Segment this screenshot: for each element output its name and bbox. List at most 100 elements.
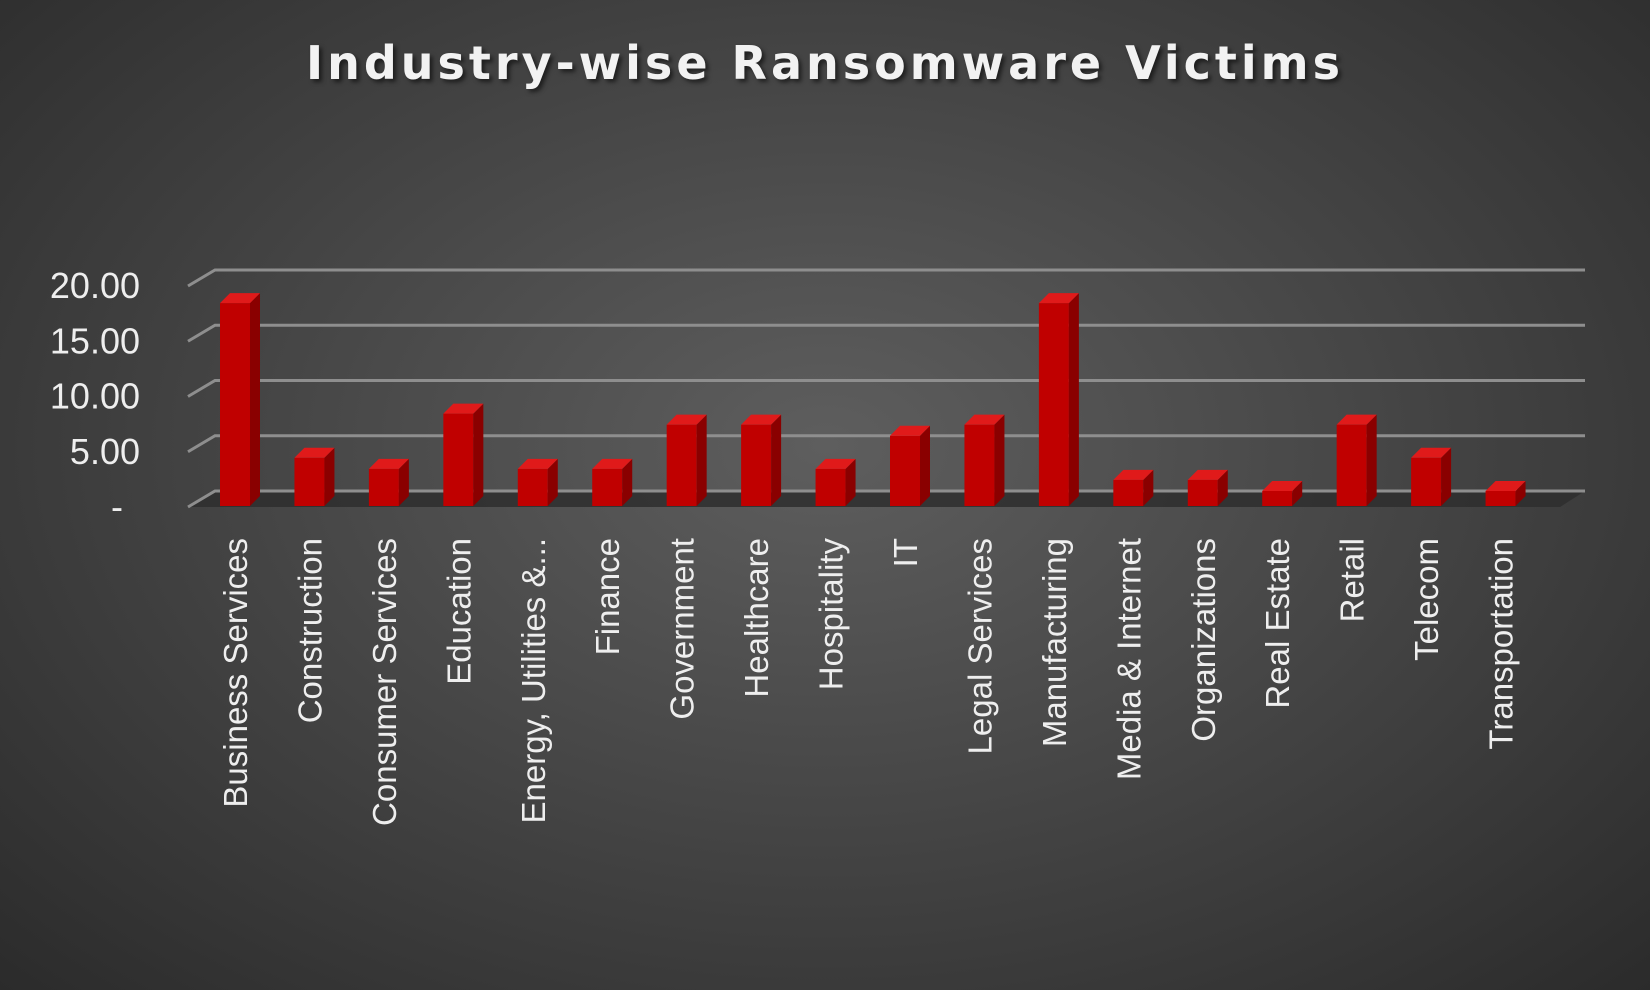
bar-front	[294, 457, 325, 506]
bar-front	[368, 468, 399, 506]
y-axis: - 5.00 10.00 15.00 20.00	[50, 265, 140, 527]
bar-side	[473, 403, 484, 506]
y-tick-label: 5.00	[70, 431, 140, 472]
bar-top	[1187, 469, 1228, 480]
bar-front	[666, 424, 697, 506]
bar-front	[592, 468, 623, 506]
bar-side	[1217, 469, 1228, 506]
bar	[964, 414, 1005, 506]
bar-side	[920, 425, 930, 506]
bar-side	[1068, 293, 1079, 506]
x-tick-label: Government	[664, 538, 701, 720]
x-tick-label: Finance	[589, 538, 626, 655]
x-tick-label: Manufacturing	[1036, 538, 1073, 747]
bar-side	[1143, 469, 1154, 506]
bar-side	[622, 458, 633, 506]
bar-side	[324, 447, 335, 506]
bars	[220, 293, 1526, 506]
bar-side	[250, 293, 260, 506]
x-tick-label: Healthcare	[738, 538, 775, 698]
bar	[294, 447, 335, 506]
bar-top	[741, 414, 782, 425]
bar	[666, 414, 707, 506]
bar-top	[294, 447, 335, 458]
x-tick-label: Education	[440, 538, 477, 685]
bar-top	[1411, 447, 1452, 458]
bar-side	[1441, 447, 1452, 506]
bar-top	[443, 403, 484, 414]
bar-front	[964, 424, 995, 506]
bar-top	[592, 458, 633, 469]
y-tick-label: 20.00	[50, 265, 140, 306]
x-tick-label: Business Services	[217, 538, 254, 808]
bar-front	[443, 413, 474, 506]
bar-top	[1262, 480, 1303, 491]
bar-front	[741, 424, 772, 506]
x-tick-label: Organizations	[1185, 538, 1222, 742]
bar-front	[220, 303, 250, 506]
bar-front	[1336, 424, 1367, 506]
bar-front	[517, 468, 548, 506]
gridline	[187, 323, 1585, 343]
bar	[890, 425, 930, 506]
bar	[1262, 480, 1303, 506]
bar	[592, 458, 633, 506]
y-tick-label: 10.00	[50, 376, 140, 417]
bar-front	[1485, 490, 1516, 506]
bar-top	[890, 425, 930, 436]
bar-side	[1292, 480, 1303, 506]
x-tick-label: Retail	[1334, 538, 1371, 622]
bar-front	[1262, 490, 1293, 506]
bar-top	[368, 458, 409, 469]
x-tick-label: Consumer Services	[366, 538, 403, 826]
bar	[443, 403, 484, 506]
gridline	[187, 434, 1585, 454]
x-tick-label: Telecom	[1408, 538, 1445, 661]
gridline	[187, 268, 1585, 288]
bar-top	[220, 293, 260, 304]
bar-front	[1113, 479, 1144, 506]
bar-front	[1187, 479, 1218, 506]
x-tick-label: Real Estate	[1259, 538, 1296, 709]
bar-top	[666, 414, 707, 425]
x-tick-label: IT	[887, 538, 924, 567]
x-tick-label: Media & Internet	[1110, 538, 1147, 780]
bar-side	[1366, 414, 1377, 506]
x-tick-label: Transportation	[1483, 538, 1520, 750]
bar-front	[890, 435, 920, 506]
bar-top	[1485, 480, 1526, 491]
x-tick-label: Hospitality	[813, 538, 850, 691]
bar-top	[517, 458, 558, 469]
bar-front	[1038, 303, 1069, 506]
bar	[741, 414, 782, 506]
bar-side	[1515, 480, 1526, 506]
x-tick-label: Construction	[291, 538, 328, 723]
bar	[368, 458, 409, 506]
bar	[1485, 480, 1526, 506]
bar	[1038, 293, 1079, 506]
y-tick-label: 15.00	[50, 320, 140, 361]
x-axis: Business Services Construction Consumer Se…	[217, 538, 1520, 826]
gridline	[187, 379, 1585, 398]
bar	[1411, 447, 1452, 506]
bar	[1187, 469, 1228, 506]
bar-side	[398, 458, 409, 506]
chart-title: Industry-wise Ransomware Victims	[306, 36, 1344, 90]
bar-front	[815, 468, 846, 506]
bar	[517, 458, 558, 506]
bar-side	[547, 458, 558, 506]
bar-top	[1113, 469, 1154, 480]
bar-side	[771, 414, 782, 506]
y-tick-label: -	[111, 486, 123, 527]
bar	[1336, 414, 1377, 506]
x-tick-label: Legal Services	[961, 538, 998, 754]
bar-side	[845, 458, 856, 506]
bar-side	[696, 414, 707, 506]
bar-top	[1038, 293, 1079, 304]
bar	[815, 458, 856, 506]
bar-top	[964, 414, 1005, 425]
bar-front	[1411, 457, 1442, 506]
bar	[1113, 469, 1154, 506]
